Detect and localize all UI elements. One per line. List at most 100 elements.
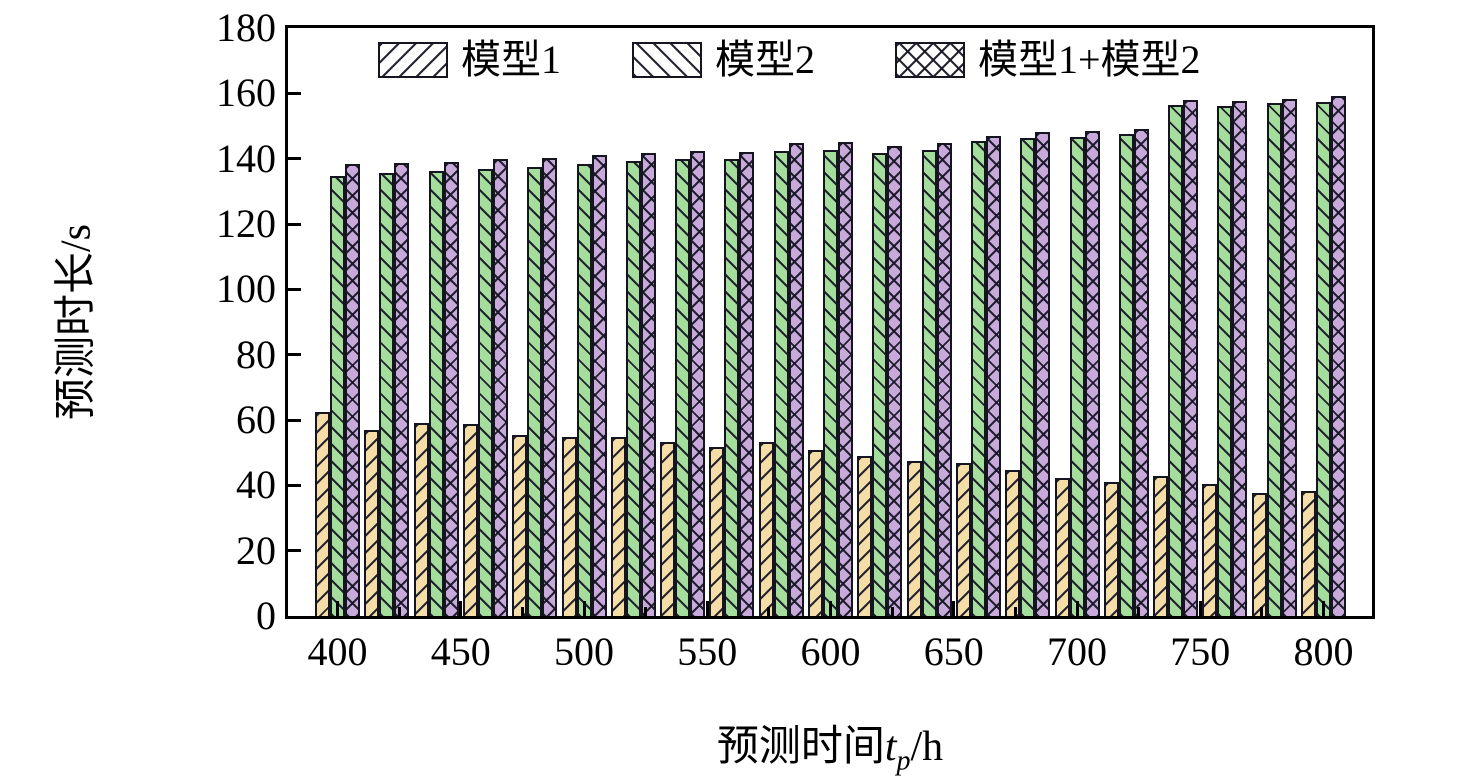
bar-模型1+模型2-420 xyxy=(394,162,410,616)
legend-item-model1-plus-model2: 模型1+模型2 xyxy=(895,38,1201,82)
bar-模型1+模型2-460 xyxy=(492,159,508,616)
bar-模型1+模型2-580 xyxy=(788,143,804,616)
bar-模型1+模型2-740 xyxy=(1183,99,1199,616)
bar-模型1-640 xyxy=(906,461,922,616)
bar-模型2-520 xyxy=(625,161,641,616)
bar-模型2-540 xyxy=(675,159,691,616)
bar-模型2-400 xyxy=(330,176,345,616)
legend-label-model1: 模型1 xyxy=(461,37,561,82)
bar-模型1+模型2-780 xyxy=(1281,98,1297,616)
bar-模型2-600 xyxy=(823,149,838,616)
bar-模型2-740 xyxy=(1168,105,1184,616)
bar-模型1-740 xyxy=(1153,476,1169,616)
x-axis-title: 预测时间tp/h xyxy=(717,712,943,777)
y-tick-label-0: 0 xyxy=(256,593,276,638)
bar-模型2-660 xyxy=(970,141,986,616)
x-tick-500 xyxy=(582,601,586,616)
bar-模型2-700 xyxy=(1069,136,1085,616)
x-minor-tick-575 xyxy=(767,607,771,616)
y-tick-160 xyxy=(288,91,301,95)
y-tick-80 xyxy=(288,353,301,357)
bar-模型1+模型2-500 xyxy=(591,155,607,616)
bar-模型1+模型2-520 xyxy=(640,152,656,616)
legend-label-model2: 模型2 xyxy=(715,37,815,82)
x-tick-700 xyxy=(1075,601,1079,616)
bar-模型1+模型2-640 xyxy=(936,142,952,616)
bar-模型1+模型2-800 xyxy=(1331,96,1346,616)
bar-模型1-480 xyxy=(512,434,528,616)
bar-模型1+模型2-540 xyxy=(690,150,706,616)
bar-模型2-760 xyxy=(1217,106,1233,616)
bar-模型2-780 xyxy=(1266,103,1282,616)
bar-模型1+模型2-480 xyxy=(542,158,558,616)
bar-模型2-620 xyxy=(872,153,888,616)
x-minor-tick-525 xyxy=(644,607,648,616)
x-tick-800 xyxy=(1322,601,1325,616)
x-tick-550 xyxy=(705,601,709,616)
bar-模型1+模型2-680 xyxy=(1035,132,1051,616)
y-tick-label-60: 60 xyxy=(236,397,276,442)
bar-模型2-500 xyxy=(576,163,592,616)
legend-swatch-model1 xyxy=(378,42,448,78)
x-tick-label-500: 500 xyxy=(554,629,614,674)
bar-模型1-400 xyxy=(315,412,330,616)
y-tick-label-40: 40 xyxy=(236,462,276,508)
y-tick-label-100: 100 xyxy=(216,266,276,312)
bar-模型1+模型2-600 xyxy=(838,142,853,616)
bar-模型1-700 xyxy=(1054,477,1070,616)
bar-模型2-560 xyxy=(724,159,740,616)
bar-模型1-600 xyxy=(808,450,823,616)
y-tick-label-120: 120 xyxy=(216,201,276,246)
bar-模型2-580 xyxy=(773,151,789,616)
bar-模型1+模型2-560 xyxy=(739,151,755,616)
x-tick-label-400: 400 xyxy=(307,629,368,674)
bar-模型1-500 xyxy=(561,437,577,616)
x-tick-label-600: 600 xyxy=(800,629,861,674)
x-minor-tick-775 xyxy=(1260,607,1264,616)
x-tick-750 xyxy=(1198,601,1202,616)
y-tick-label-20: 20 xyxy=(236,527,276,573)
x-tick-650 xyxy=(952,601,956,616)
legend-item-model1: 模型1 xyxy=(378,38,561,82)
x-axis-title-subscript: p xyxy=(896,745,911,777)
legend-swatch-model1-plus-model2 xyxy=(895,42,965,78)
bar-模型1+模型2-440 xyxy=(443,161,459,616)
y-tick-20 xyxy=(288,549,301,553)
x-tick-label-550: 550 xyxy=(677,629,738,674)
bar-模型2-420 xyxy=(379,172,395,616)
bar-模型2-480 xyxy=(527,167,543,616)
legend-swatch-model2 xyxy=(632,42,702,78)
x-tick-label-800: 800 xyxy=(1293,629,1354,674)
bar-模型2-460 xyxy=(477,168,493,616)
bar-模型1+模型2-760 xyxy=(1232,101,1248,616)
bar-模型1-560 xyxy=(709,447,725,616)
bar-模型1+模型2-700 xyxy=(1084,130,1100,616)
y-tick-label-80: 80 xyxy=(236,331,276,377)
y-tick-label-160: 160 xyxy=(216,70,276,116)
x-axis-title-prefix: 预测时间 xyxy=(716,724,885,770)
y-tick-40 xyxy=(288,483,301,487)
bar-模型1-780 xyxy=(1251,493,1267,616)
bar-模型1-760 xyxy=(1202,483,1218,616)
y-tick-100 xyxy=(288,287,301,291)
x-tick-label-750: 750 xyxy=(1170,629,1231,674)
bar-模型1-660 xyxy=(955,463,971,616)
bar-模型1+模型2-660 xyxy=(985,135,1001,616)
bar-模型1-460 xyxy=(462,423,478,616)
bar-模型1-580 xyxy=(758,441,774,616)
bar-模型1-520 xyxy=(610,437,626,616)
bar-模型2-800 xyxy=(1316,101,1331,616)
bar-模型1-620 xyxy=(857,456,873,616)
x-tick-400 xyxy=(336,601,339,616)
bar-模型1-440 xyxy=(413,422,429,616)
x-axis-title-variable: t xyxy=(884,724,897,770)
bar-模型1-680 xyxy=(1005,470,1021,616)
x-minor-tick-675 xyxy=(1013,607,1017,616)
x-axis-title-suffix: /h xyxy=(910,724,944,770)
bar-模型2-720 xyxy=(1118,134,1134,616)
bar-模型1+模型2-720 xyxy=(1133,128,1149,616)
bar-模型1-420 xyxy=(364,429,380,616)
y-tick-120 xyxy=(288,222,301,226)
legend-item-model2: 模型2 xyxy=(632,38,815,82)
